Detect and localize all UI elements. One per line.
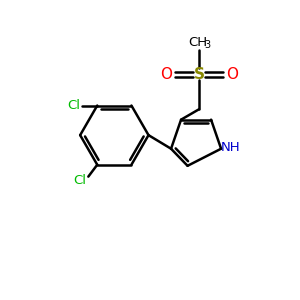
Text: CH: CH [188,37,207,50]
Text: NH: NH [221,141,240,154]
Text: S: S [194,67,205,82]
Text: Cl: Cl [68,99,81,112]
Text: Cl: Cl [74,174,86,187]
Text: 3: 3 [204,40,210,50]
Text: O: O [160,67,172,82]
Text: O: O [226,67,238,82]
